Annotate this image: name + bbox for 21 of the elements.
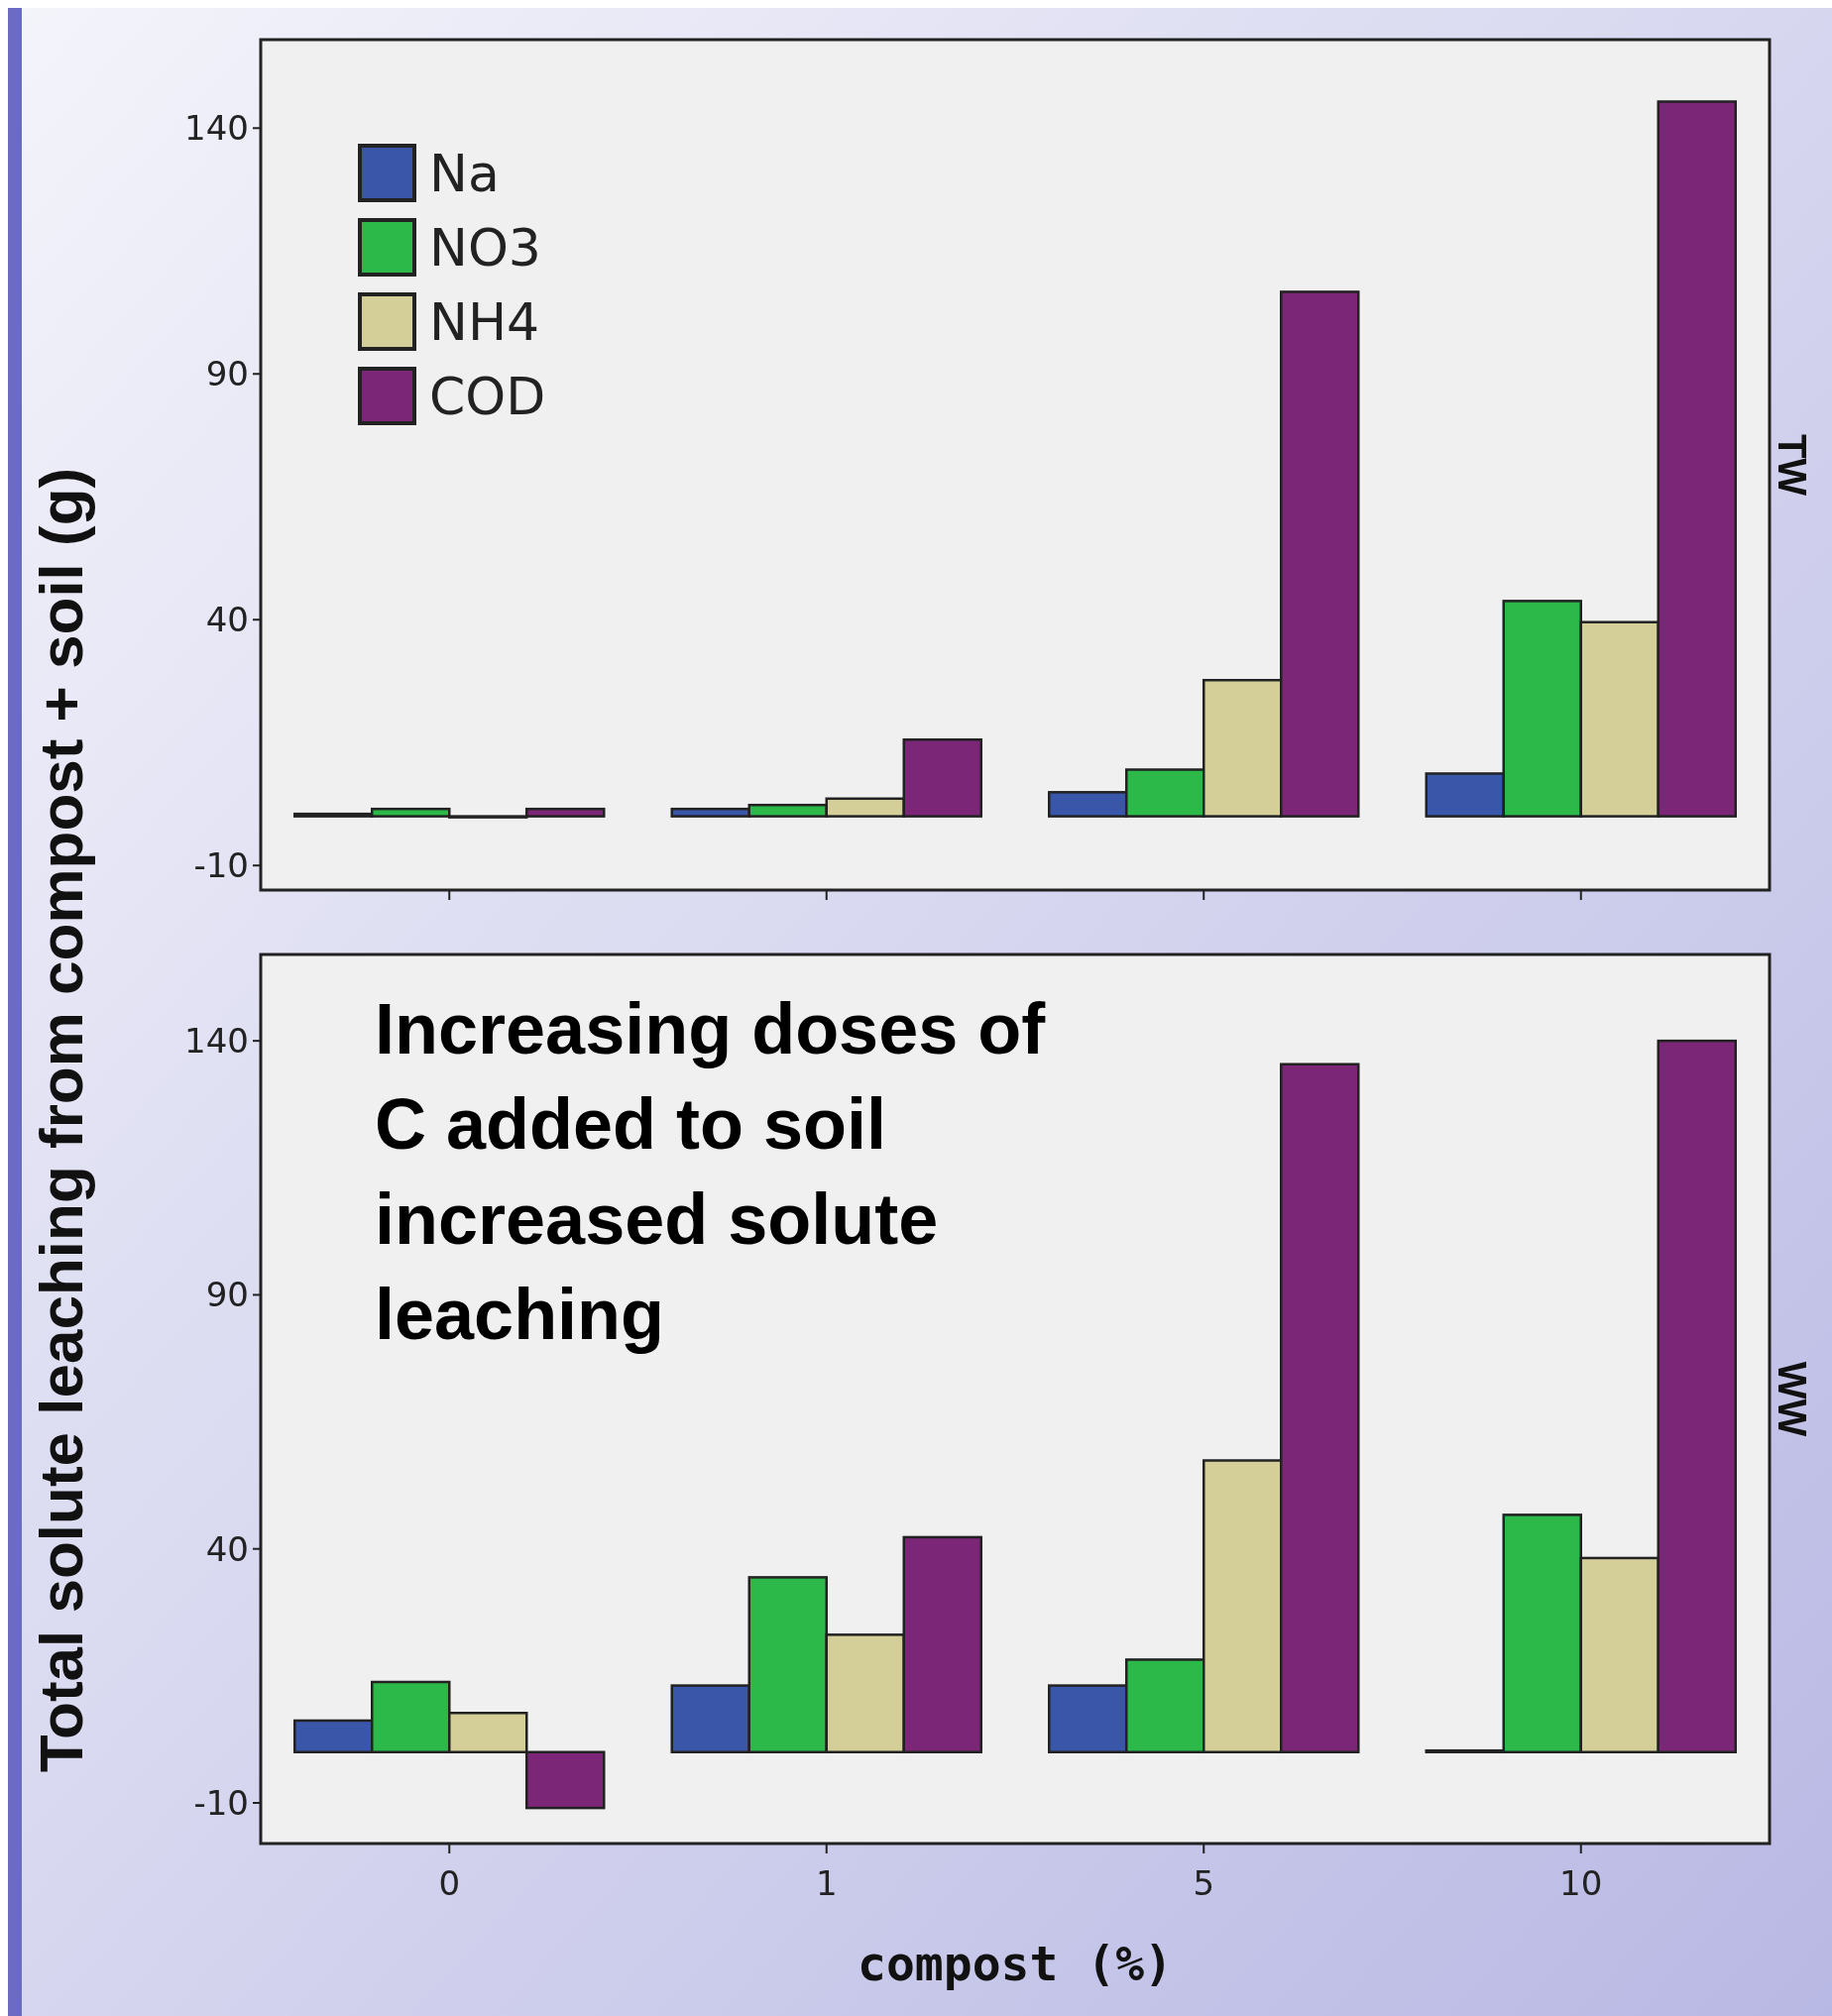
legend-label: NO3 [429, 218, 541, 279]
x-tick-label: 0 [438, 1863, 461, 1903]
x-tick-label: 10 [1559, 1863, 1603, 1903]
text: WW [1771, 1361, 1814, 1437]
y-axis-title: Total solute leaching from compost + soil (g) [27, 467, 95, 1773]
annotation: Increasing doses of C added to soil increased solute leaching [375, 989, 1047, 1354]
y-tick-label: 40 [205, 1528, 249, 1569]
y-tick-label: 40 [205, 600, 249, 640]
legend-label: COD [429, 367, 546, 427]
text: TW [1771, 433, 1814, 497]
y-tick-label: 140 [184, 108, 249, 149]
x-tick-label: 1 [815, 1863, 838, 1903]
y-tick-label: 140 [184, 1021, 249, 1062]
legend-label: Na [429, 144, 500, 204]
y-tick-label: 90 [205, 1275, 249, 1315]
legend-label: NH4 [429, 292, 540, 353]
y-tick-label: -10 [193, 845, 249, 886]
x-tick-label: 5 [1193, 1863, 1215, 1903]
y-tick-label: -10 [193, 1782, 249, 1823]
y-tick-label: 90 [205, 354, 249, 394]
x-axis-title: compost (%) [858, 1936, 1173, 1991]
